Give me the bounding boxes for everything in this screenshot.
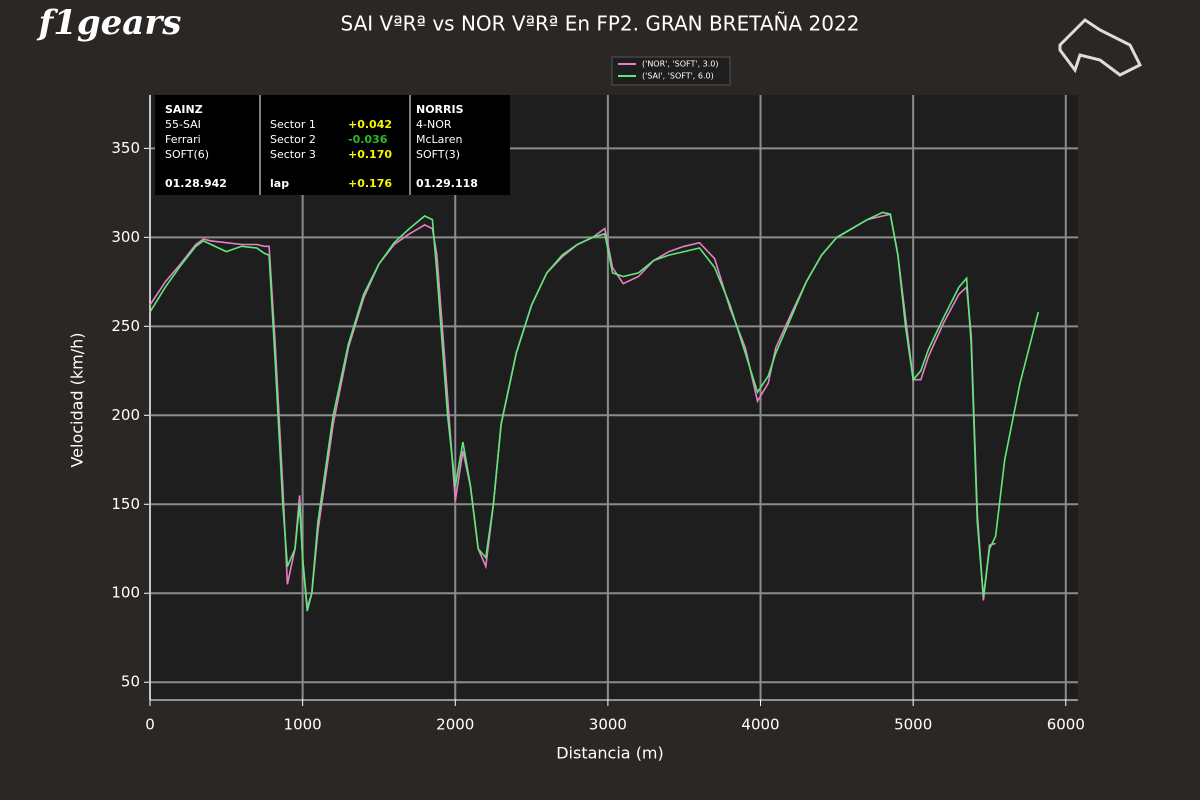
y-tick-label: 200: [111, 406, 140, 424]
y-axis-label: Velocidad (km/h): [68, 332, 87, 467]
sector-label: Sector 2: [270, 133, 316, 146]
plot-area: [150, 95, 1078, 700]
lap-time: 01.28.942: [165, 177, 227, 190]
sector-delta: +0.170: [348, 148, 392, 161]
x-tick-label: 3000: [589, 716, 627, 734]
y-tick-label: 150: [111, 495, 140, 513]
y-tick-label: 300: [111, 228, 140, 246]
driver-info: Ferrari: [165, 133, 201, 146]
driver-info: NORRIS: [416, 103, 464, 116]
y-tick-label: 250: [111, 317, 140, 335]
sector-delta: +0.042: [348, 118, 392, 131]
y-tick-label: 50: [121, 673, 140, 691]
track-map: [1058, 18, 1143, 77]
driver-info: McLaren: [416, 133, 462, 146]
legend-box: [611, 56, 731, 86]
sector-delta: -0.036: [348, 133, 388, 146]
sector-label: Sector 3: [270, 148, 316, 161]
y-tick-label: 350: [111, 139, 140, 157]
x-tick-label: 2000: [436, 716, 474, 734]
sector-label: Sector 1: [270, 118, 316, 131]
legend-label: ('SAI', 'SOFT', 6.0): [642, 72, 714, 81]
logo: f1gears: [37, 3, 182, 43]
driver-info: 4-NOR: [416, 118, 452, 131]
driver-info: SOFT(3): [416, 148, 460, 161]
legend-label: ('NOR', 'SOFT', 3.0): [642, 60, 719, 69]
lap-time: 01.29.118: [416, 177, 478, 190]
x-tick-label: 6000: [1047, 716, 1085, 734]
driver-info: SOFT(6): [165, 148, 209, 161]
lap-delta: +0.176: [348, 177, 392, 190]
chart-title: SAI VªRª vs NOR VªRª En FP2. GRAN BRETAÑ…: [341, 12, 860, 36]
x-axis-label: Distancia (m): [556, 744, 664, 763]
y-tick-label: 100: [111, 584, 140, 602]
x-tick-label: 1000: [284, 716, 322, 734]
info-box: [155, 95, 510, 195]
x-tick-label: 5000: [894, 716, 932, 734]
lap-label: lap: [270, 177, 289, 190]
x-tick-label: 4000: [741, 716, 779, 734]
legend: ('NOR', 'SOFT', 3.0) ('SAI', 'SOFT', 6.0): [611, 56, 731, 86]
driver-info: SAINZ: [165, 103, 203, 116]
speed-line: [149, 211, 1040, 612]
x-tick-label: 0: [145, 716, 155, 734]
driver-info: 55-SAI: [165, 118, 201, 131]
